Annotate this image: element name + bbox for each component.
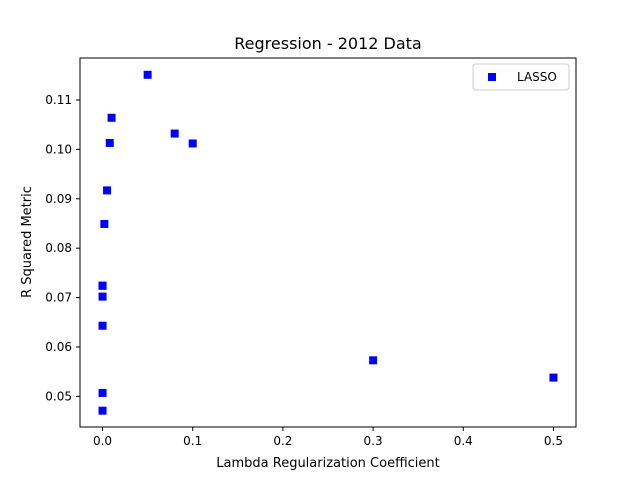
- y-tick-label: 0.11: [45, 93, 72, 107]
- y-tick-label: 0.08: [45, 241, 72, 255]
- x-tick-label: 0.5: [544, 434, 563, 448]
- y-tick-label: 0.09: [45, 192, 72, 206]
- y-tick-label: 0.06: [45, 340, 72, 354]
- data-point: [98, 292, 107, 301]
- y-tick-label: 0.10: [45, 142, 72, 156]
- data-point: [105, 138, 114, 147]
- legend-box: [472, 63, 570, 91]
- data-point: [98, 281, 107, 290]
- data-point: [170, 129, 179, 138]
- data-point: [143, 70, 152, 79]
- data-point: [103, 186, 112, 195]
- data-point: [98, 388, 107, 397]
- y-axis-ticks: 0.05 0.06 0.07 0.08 0.09 0.10 0.11: [45, 93, 80, 403]
- data-point: [98, 321, 107, 330]
- legend-marker: [488, 73, 496, 81]
- y-axis-label: R Squared Metric: [20, 186, 35, 298]
- data-point: [549, 373, 558, 382]
- chart-title: Regression - 2012 Data: [234, 34, 421, 53]
- x-tick-label: 0.2: [273, 434, 292, 448]
- x-tick-label: 0.0: [93, 434, 112, 448]
- data-point: [98, 406, 107, 415]
- x-tick-label: 0.1: [183, 434, 202, 448]
- legend-label-lasso: LASSO: [517, 70, 557, 84]
- legend: LASSO: [472, 63, 570, 91]
- x-axis-ticks: 0.0 0.1 0.2 0.3 0.4 0.5: [93, 427, 563, 448]
- x-axis-label: Lambda Regularization Coefficient: [216, 456, 439, 471]
- data-point: [369, 356, 378, 365]
- y-tick-label: 0.05: [45, 389, 72, 403]
- data-point: [100, 219, 109, 228]
- data-point: [107, 113, 116, 122]
- y-tick-label: 0.07: [45, 291, 72, 305]
- x-tick-label: 0.4: [454, 434, 473, 448]
- x-tick-label: 0.3: [364, 434, 383, 448]
- data-point: [188, 139, 197, 148]
- plot-frame: [79, 57, 577, 428]
- data-points: [98, 70, 558, 415]
